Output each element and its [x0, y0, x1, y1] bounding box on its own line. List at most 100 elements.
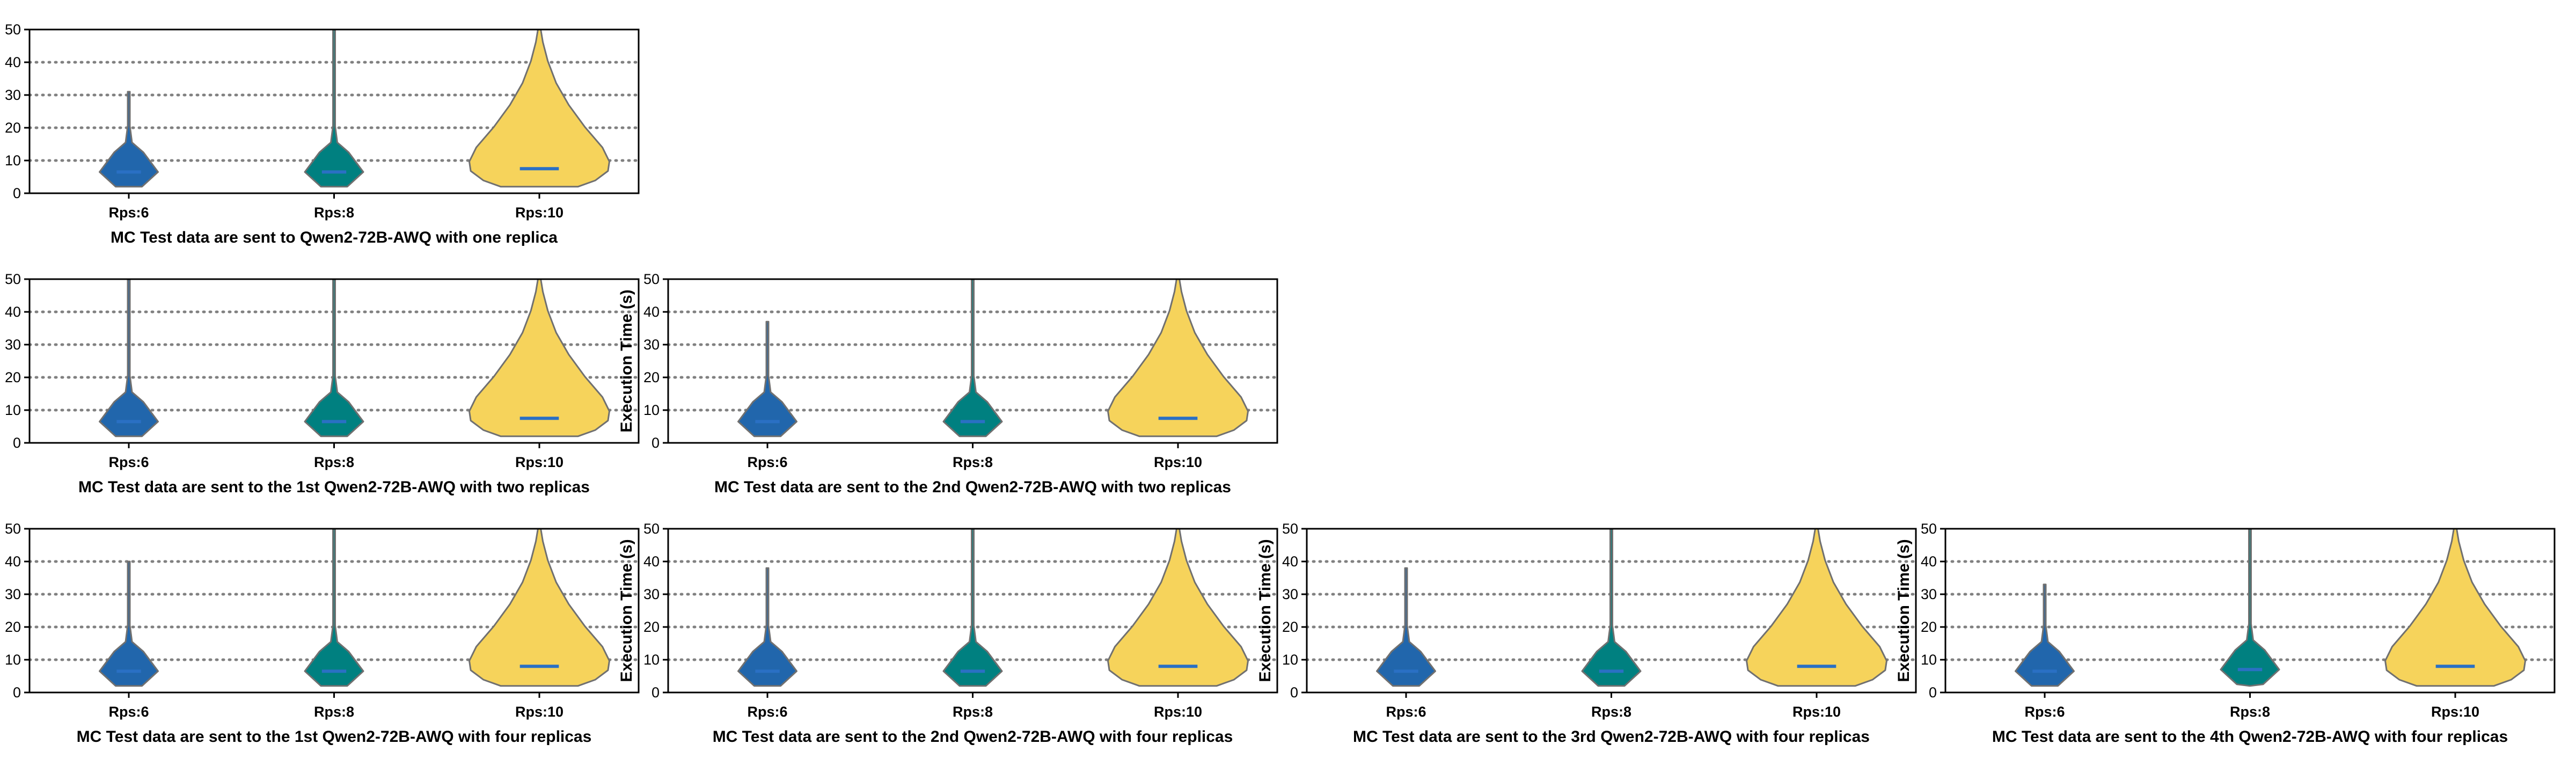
y-tick-label: 0: [13, 435, 21, 451]
y-tick-label: 0: [652, 435, 660, 451]
x-tick-label: Rps:8: [314, 205, 354, 221]
y-tick-label: 30: [1282, 586, 1298, 602]
x-tick-label: Rps:6: [108, 704, 149, 720]
y-tick-label: 10: [5, 152, 21, 169]
panel-caption: MC Test data are sent to Qwen2-72B-AWQ w…: [111, 229, 558, 246]
y-tick-label: 40: [643, 304, 660, 320]
violin-panel: 0 10 20 30 40 50 Execution Time (s) Rps:6 Rps:8 R…: [5, 521, 640, 746]
violin-rps-6: [99, 560, 159, 687]
violin-rps-6: [1376, 567, 1436, 687]
x-tick-label: Rps:8: [314, 454, 354, 470]
y-tick-label: 40: [5, 54, 21, 70]
x-tick-label: Rps:10: [1792, 704, 1841, 720]
violin-rps-6: [2015, 584, 2075, 687]
x-tick-label: Rps:8: [314, 704, 354, 720]
x-tick-label: Rps:8: [953, 454, 993, 470]
violin-rps-8: [304, 529, 364, 687]
y-tick-label: 0: [652, 684, 660, 701]
y-tick-label: 50: [643, 521, 660, 537]
violin-rps-8: [1581, 529, 1642, 687]
violin-rps-10: [469, 279, 610, 437]
y-tick-label: 0: [13, 185, 21, 201]
y-tick-label: 30: [1921, 586, 1937, 602]
violin-rps-10: [469, 529, 610, 687]
y-tick-label: 30: [5, 586, 21, 602]
y-tick-label: 40: [5, 553, 21, 570]
violin-rps-6: [737, 567, 797, 687]
x-tick-label: Rps:8: [953, 704, 993, 720]
y-tick-label: 10: [5, 652, 21, 668]
y-tick-label: 0: [13, 684, 21, 701]
x-tick-label: Rps:10: [515, 205, 564, 221]
y-tick-label: 50: [5, 271, 21, 287]
y-axis-label: Execution Time (s): [618, 289, 635, 432]
y-tick-label: 10: [1921, 652, 1937, 668]
violin-rps-10: [1107, 529, 1249, 687]
y-axis-label: Execution Time (s): [1256, 539, 1274, 682]
violin-rps-6: [99, 91, 159, 188]
y-tick-label: 40: [5, 304, 21, 320]
panel-caption: MC Test data are sent to the 4th Qwen2-7…: [1992, 728, 2508, 746]
violin-rps-8: [942, 279, 1003, 437]
y-tick-label: 30: [643, 337, 660, 353]
y-tick-label: 20: [5, 619, 21, 635]
x-tick-label: Rps:10: [515, 454, 564, 470]
violin-panel: 0 10 20 30 40 50 Execution Time (s) Rps:6 Rps:8 R…: [5, 271, 640, 496]
violin-rps-6: [99, 279, 159, 437]
x-tick-label: Rps:6: [747, 454, 787, 470]
y-tick-label: 10: [5, 402, 21, 418]
y-tick-label: 30: [5, 337, 21, 353]
violin-panel: 0 10 20 30 40 50 Execution Time (s) Rps:6 Rps:8 R…: [618, 521, 1279, 746]
x-tick-label: Rps:6: [1386, 704, 1426, 720]
y-tick-label: 40: [643, 553, 660, 570]
y-tick-label: 10: [643, 652, 660, 668]
y-tick-label: 10: [643, 402, 660, 418]
x-tick-label: Rps:6: [747, 704, 787, 720]
x-tick-label: Rps:10: [515, 704, 564, 720]
y-tick-label: 20: [5, 369, 21, 385]
y-tick-label: 0: [1929, 684, 1937, 701]
y-axis-label: Execution Time (s): [1895, 539, 1913, 682]
x-tick-label: Rps:10: [1154, 454, 1202, 470]
violin-panel: 0 10 20 30 40 50 Execution Time (s) Rps:6 Rps:8 R…: [1256, 521, 1918, 746]
y-tick-label: 20: [1921, 619, 1937, 635]
y-tick-label: 40: [1921, 553, 1937, 570]
violin-panel: 0 10 20 30 40 50 Execution Time (s) Rps:6 Rps:8 R…: [618, 271, 1279, 496]
x-tick-label: Rps:6: [108, 205, 149, 221]
y-tick-label: 30: [5, 87, 21, 103]
violin-rps-8: [2220, 529, 2280, 687]
violin-rps-8: [942, 529, 1003, 687]
y-tick-label: 50: [643, 271, 660, 287]
violin-rps-10: [1746, 529, 1887, 687]
violin-rps-10: [2384, 529, 2526, 687]
y-tick-label: 10: [1282, 652, 1298, 668]
y-tick-label: 50: [5, 521, 21, 537]
y-tick-label: 50: [1921, 521, 1937, 537]
violin-rps-8: [304, 279, 364, 437]
x-tick-label: Rps:6: [2024, 704, 2065, 720]
violin-rps-8: [304, 30, 364, 188]
y-tick-label: 20: [1282, 619, 1298, 635]
y-tick-label: 20: [643, 369, 660, 385]
panel-caption: MC Test data are sent to the 1st Qwen2-7…: [77, 728, 592, 746]
y-tick-label: 50: [1282, 521, 1298, 537]
y-tick-label: 20: [643, 619, 660, 635]
y-tick-label: 50: [5, 21, 21, 38]
y-axis-label: Execution Time (s): [618, 539, 635, 682]
panel-caption: MC Test data are sent to the 2nd Qwen2-7…: [713, 728, 1233, 746]
x-tick-label: Rps:8: [1591, 704, 1631, 720]
panel-caption: MC Test data are sent to the 1st Qwen2-7…: [78, 478, 590, 496]
x-tick-label: Rps:10: [2431, 704, 2479, 720]
y-tick-label: 20: [5, 120, 21, 136]
y-tick-label: 0: [1290, 684, 1298, 701]
y-tick-label: 40: [1282, 553, 1298, 570]
x-tick-label: Rps:10: [1154, 704, 1202, 720]
x-tick-label: Rps:6: [108, 454, 149, 470]
panel-caption: MC Test data are sent to the 2nd Qwen2-7…: [714, 478, 1231, 496]
violin-rps-6: [737, 320, 797, 437]
y-tick-label: 30: [643, 586, 660, 602]
violin-rps-10: [1107, 279, 1249, 437]
